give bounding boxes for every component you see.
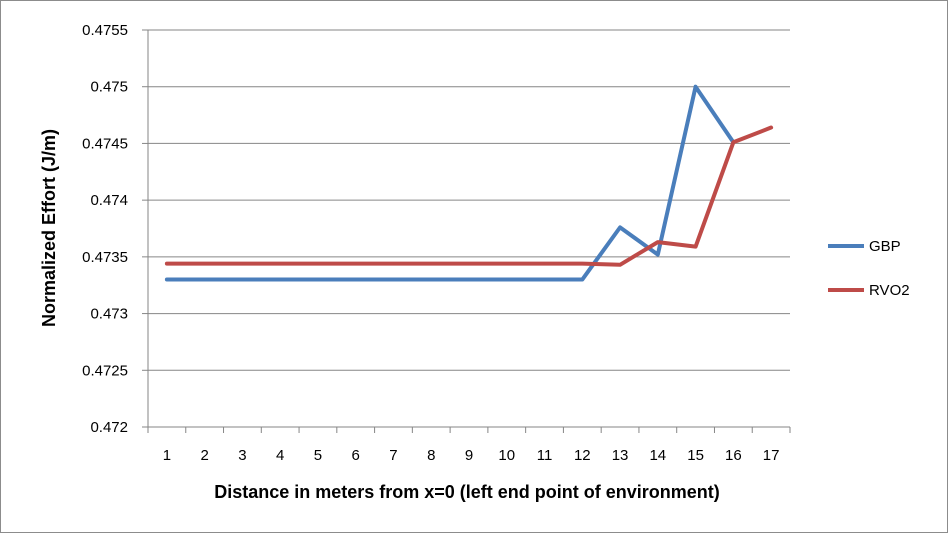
y-tick-label: 0.4735: [82, 249, 128, 266]
x-tick-label: 2: [200, 447, 208, 464]
data-point-rvo2: [657, 241, 659, 243]
data-point-rvo2: [544, 263, 546, 265]
data-point-rvo2: [468, 263, 470, 265]
y-tick-label: 0.4745: [82, 135, 128, 152]
x-tick-label: 10: [498, 447, 515, 464]
series-line-gbp: [164, 84, 736, 282]
data-point-gbp: [619, 226, 621, 228]
x-tick-label: 3: [238, 447, 246, 464]
data-point-rvo2: [317, 263, 319, 265]
x-tick-label: 13: [612, 447, 629, 464]
data-point-gbp: [279, 279, 281, 281]
y-axis-title: Normalized Effort (J/m): [39, 129, 59, 327]
data-point-rvo2: [166, 263, 168, 265]
y-tick-label: 0.472: [90, 419, 128, 436]
data-point-gbp: [241, 279, 243, 281]
data-point-rvo2: [392, 263, 394, 265]
y-tick-labels: 0.472 0.4725 0.473 0.4735 0.474 0.4745 0.475 0.…: [82, 22, 128, 436]
data-point-gbp: [581, 279, 583, 281]
data-point-rvo2: [430, 263, 432, 265]
y-tick-label: 0.474: [90, 192, 128, 209]
data-point-rvo2: [732, 141, 734, 143]
data-point-rvo2: [279, 263, 281, 265]
x-tick-label: 7: [389, 447, 397, 464]
data-point-gbp: [317, 279, 319, 281]
legend-label-rvo2: RVO2: [869, 282, 910, 299]
data-point-rvo2: [506, 263, 508, 265]
data-point-gbp: [657, 254, 659, 256]
x-tick-labels: 1 2 3 4 5 6 7 8 9 10 11 12 13 14 15 16 17: [163, 447, 780, 464]
series-lines: [164, 84, 774, 282]
x-tick-label: 11: [537, 447, 553, 464]
x-tick-label: 15: [687, 447, 704, 464]
x-tick-label: 12: [574, 447, 591, 464]
x-tick-label: 14: [649, 447, 666, 464]
legend: GBP RVO2: [828, 238, 910, 299]
y-tick-label: 0.4755: [82, 22, 128, 39]
legend-label-gbp: GBP: [869, 238, 901, 255]
data-point-gbp: [506, 279, 508, 281]
data-point-rvo2: [355, 263, 357, 265]
x-tick-label: 17: [763, 447, 780, 464]
data-point-gbp: [166, 279, 168, 281]
axes: [142, 29, 791, 433]
data-point-rvo2: [770, 127, 772, 129]
data-point-rvo2: [695, 246, 697, 248]
data-point-gbp: [204, 279, 206, 281]
data-point-rvo2: [619, 264, 621, 266]
data-point-rvo2: [241, 263, 243, 265]
data-point-gbp: [355, 279, 357, 281]
data-point-rvo2: [581, 263, 583, 265]
x-tick-label: 9: [465, 447, 473, 464]
x-tick-label: 4: [276, 447, 284, 464]
data-point-gbp: [695, 86, 697, 88]
data-point-gbp: [468, 279, 470, 281]
x-tick-label: 1: [163, 447, 171, 464]
x-axis-title: Distance in meters from x=0 (left end po…: [214, 482, 720, 502]
data-point-gbp: [392, 279, 394, 281]
y-tick-label: 0.4725: [82, 362, 128, 379]
data-point-gbp: [430, 279, 432, 281]
y-tick-label: 0.475: [90, 79, 128, 96]
x-tick-label: 16: [725, 447, 742, 464]
x-tick-label: 5: [314, 447, 322, 464]
y-tick-label: 0.473: [90, 306, 128, 323]
x-tick-label: 8: [427, 447, 435, 464]
data-point-rvo2: [204, 263, 206, 265]
x-tick-label: 6: [352, 447, 360, 464]
data-point-gbp: [544, 279, 546, 281]
